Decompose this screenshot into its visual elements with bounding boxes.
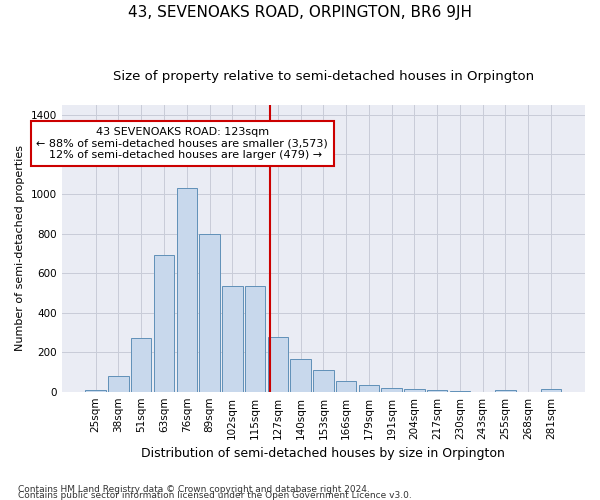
Bar <box>449 390 470 392</box>
Bar <box>222 286 242 392</box>
X-axis label: Distribution of semi-detached houses by size in Orpington: Distribution of semi-detached houses by … <box>142 447 505 460</box>
Text: Contains HM Land Registry data © Crown copyright and database right 2024.: Contains HM Land Registry data © Crown c… <box>18 486 370 494</box>
Text: 43 SEVENOAKS ROAD: 123sqm  
← 88% of semi-detached houses are smaller (3,573)
  : 43 SEVENOAKS ROAD: 123sqm ← 88% of semi-… <box>37 126 328 160</box>
Bar <box>154 256 174 392</box>
Bar <box>541 388 561 392</box>
Bar <box>131 338 151 392</box>
Bar <box>245 286 265 392</box>
Bar <box>495 390 515 392</box>
Bar <box>427 390 448 392</box>
Title: Size of property relative to semi-detached houses in Orpington: Size of property relative to semi-detach… <box>113 70 534 83</box>
Text: 43, SEVENOAKS ROAD, ORPINGTON, BR6 9JH: 43, SEVENOAKS ROAD, ORPINGTON, BR6 9JH <box>128 5 472 20</box>
Bar <box>404 388 425 392</box>
Bar <box>108 376 129 392</box>
Y-axis label: Number of semi-detached properties: Number of semi-detached properties <box>15 146 25 352</box>
Text: Contains public sector information licensed under the Open Government Licence v3: Contains public sector information licen… <box>18 490 412 500</box>
Bar <box>268 338 288 392</box>
Bar <box>290 359 311 392</box>
Bar <box>176 188 197 392</box>
Bar <box>199 234 220 392</box>
Bar <box>313 370 334 392</box>
Bar <box>85 390 106 392</box>
Bar <box>382 388 402 392</box>
Bar <box>336 381 356 392</box>
Bar <box>359 385 379 392</box>
